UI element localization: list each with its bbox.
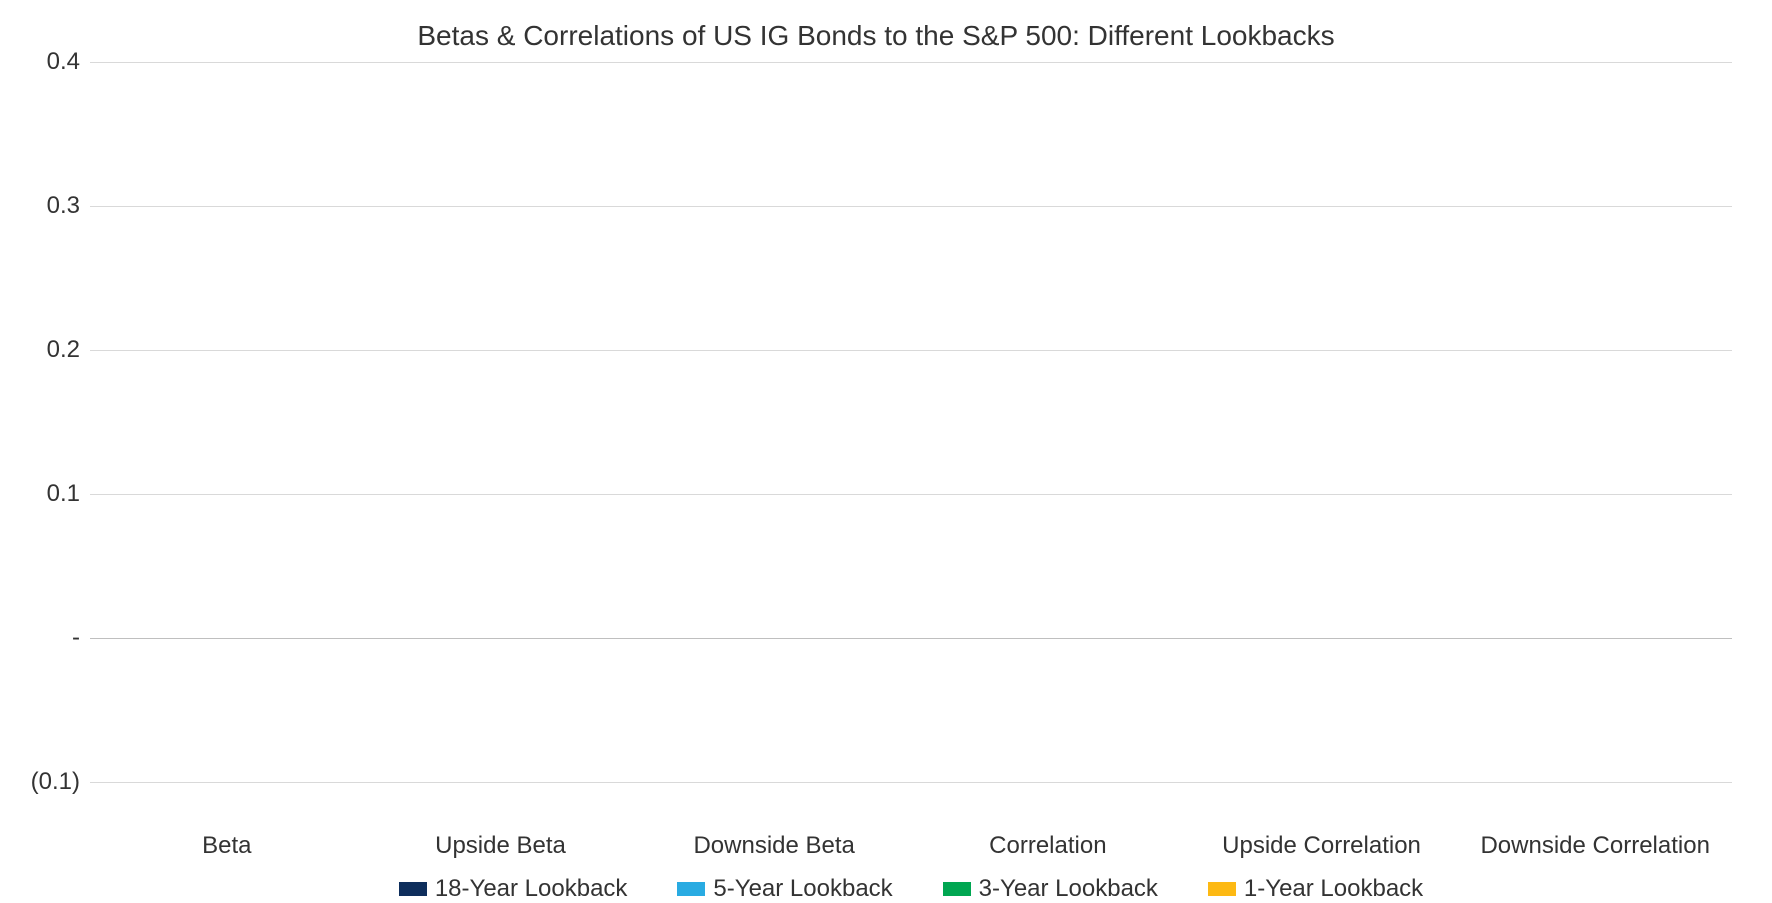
bar-group — [1185, 62, 1459, 782]
legend-item: 18-Year Lookback — [399, 875, 628, 903]
legend-label: 3-Year Lookback — [979, 875, 1158, 903]
legend-swatch — [399, 882, 427, 896]
y-tick-label: 0.3 — [47, 192, 80, 220]
gridline — [90, 62, 1732, 63]
y-tick-label: 0.2 — [47, 336, 80, 364]
legend-label: 18-Year Lookback — [435, 875, 628, 903]
x-axis-label: Beta — [90, 832, 364, 860]
bar-group — [1458, 62, 1732, 782]
plot-area: 0.40.30.20.1-(0.1) — [20, 62, 1732, 782]
x-axis-labels: BetaUpside BetaDownside BetaCorrelationU… — [90, 832, 1732, 860]
legend-item: 3-Year Lookback — [943, 875, 1158, 903]
chart-body — [90, 62, 1732, 782]
y-tick-label: 0.4 — [47, 48, 80, 76]
gridline — [90, 206, 1732, 207]
y-tick-label: (0.1) — [31, 768, 80, 796]
bar-group — [637, 62, 911, 782]
x-axis-label: Upside Correlation — [1185, 832, 1459, 860]
chart-container: Betas & Correlations of US IG Bonds to t… — [0, 0, 1772, 886]
y-axis: 0.40.30.20.1-(0.1) — [20, 62, 90, 782]
x-axis-label: Downside Beta — [637, 832, 911, 860]
bars — [944, 62, 1152, 782]
legend-item: 1-Year Lookback — [1208, 875, 1423, 903]
y-tick-label: 0.1 — [47, 480, 80, 508]
bar-group — [911, 62, 1185, 782]
gridline — [90, 494, 1732, 495]
x-axis-label: Upside Beta — [364, 832, 638, 860]
legend: 18-Year Lookback 5-Year Lookback 3-Year Lo… — [90, 875, 1732, 903]
legend-swatch — [677, 882, 705, 896]
bars — [670, 62, 878, 782]
legend-swatch — [1208, 882, 1236, 896]
bars — [1491, 62, 1699, 782]
gridline — [90, 782, 1732, 783]
x-axis-label: Downside Correlation — [1458, 832, 1732, 860]
y-tick-label: - — [72, 624, 80, 652]
x-axis-label: Correlation — [911, 832, 1185, 860]
legend-swatch — [943, 882, 971, 896]
legend-label: 5-Year Lookback — [713, 875, 892, 903]
bar-groups — [90, 62, 1732, 782]
zero-line — [90, 638, 1732, 639]
bar-group — [90, 62, 364, 782]
bars — [397, 62, 605, 782]
gridline — [90, 350, 1732, 351]
bars — [1218, 62, 1426, 782]
bars — [123, 62, 331, 782]
legend-item: 5-Year Lookback — [677, 875, 892, 903]
chart-title: Betas & Correlations of US IG Bonds to t… — [20, 20, 1732, 52]
bar-group — [364, 62, 638, 782]
legend-label: 1-Year Lookback — [1244, 875, 1423, 903]
